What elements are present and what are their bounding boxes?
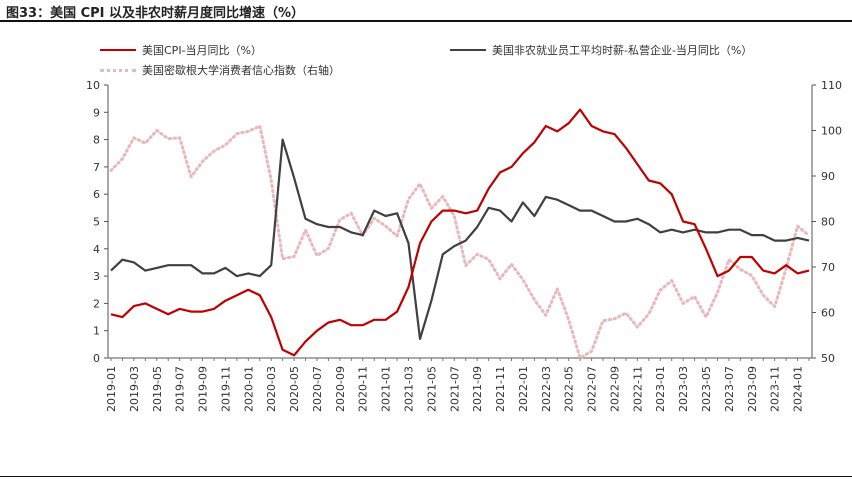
x-tick-label: 2021-01 (380, 366, 393, 412)
series-line-cpi (110, 108, 810, 357)
y-left-tick-label: 7 (93, 161, 100, 174)
x-tick-label: 2022-09 (608, 366, 621, 412)
x-tick-label: 2021-03 (403, 366, 416, 412)
x-tick-label: 2019-05 (151, 366, 164, 412)
tick-labels: 0 1 2 3 4 5 6 7 8 9 10 50 60 70 80 90 100 110 2019-01 2019-… (86, 79, 842, 412)
figure-title: 图33：美国 CPI 以及非农时薪月度同比增速（%） (6, 6, 305, 21)
y-right-tick-label: 50 (821, 352, 835, 365)
x-tick-label: 2019-07 (174, 366, 187, 412)
chart-axes (104, 84, 816, 361)
legend-swatch-cpi (100, 49, 136, 51)
x-tick-label: 2020-05 (288, 366, 301, 412)
x-tick-label: 2020-03 (265, 366, 278, 412)
x-tick-label: 2021-07 (448, 366, 461, 412)
x-tick-label: 2023-01 (654, 366, 667, 412)
x-tick-label: 2021-05 (425, 366, 438, 412)
x-tick-label: 2019-01 (105, 366, 118, 412)
y-left-tick-label: 2 (93, 297, 100, 310)
legend-item-cpi: 美国CPI-当月同比（%） (100, 42, 262, 58)
y-left-tick-label: 4 (93, 243, 100, 256)
x-tick-label: 2023-03 (677, 366, 690, 412)
x-tick-label: 2019-11 (219, 366, 232, 412)
legend-swatch-wages (450, 49, 486, 51)
legend-item-wages: 美国非农就业员工平均时薪-私营企业-当月同比（%） (450, 42, 752, 58)
y-left-tick-label: 10 (86, 79, 100, 92)
series-line-wages (110, 138, 810, 340)
x-tick-label: 2020-11 (357, 366, 370, 412)
y-right-tick-label: 70 (821, 261, 835, 274)
y-right-tick-label: 100 (821, 125, 842, 138)
y-right-tick-label: 110 (821, 79, 842, 92)
x-tick-label: 2023-09 (746, 366, 759, 412)
y-left-tick-label: 1 (93, 325, 100, 338)
y-left-tick-label: 9 (93, 106, 100, 119)
y-right-tick-label: 60 (821, 307, 835, 320)
legend-swatch-sentiment (100, 68, 136, 72)
x-tick-label: 2020-07 (311, 366, 324, 412)
bottom-rule (0, 476, 852, 477)
x-tick-label: 2022-07 (586, 366, 599, 412)
x-tick-label: 2023-07 (723, 366, 736, 412)
x-tick-label: 2019-09 (197, 366, 210, 412)
series-line-sentiment (109, 124, 811, 360)
y-right-tick-label: 90 (821, 170, 835, 183)
legend-label-cpi: 美国CPI-当月同比（%） (142, 44, 262, 57)
x-tick-label: 2023-11 (769, 366, 782, 412)
x-tick-label: 2022-05 (563, 366, 576, 412)
x-tick-label: 2024-01 (792, 366, 805, 412)
x-tick-label: 2020-09 (334, 366, 347, 412)
y-left-tick-label: 6 (93, 188, 100, 201)
x-tick-label: 2019-03 (128, 366, 141, 412)
y-left-tick-label: 0 (93, 352, 100, 365)
legend-label-sentiment: 美国密歇根大学消费者信心指数（右轴） (142, 64, 340, 77)
x-tick-label: 2022-11 (631, 366, 644, 412)
x-tick-label: 2023-05 (700, 366, 713, 412)
x-tick-label: 2022-03 (540, 366, 553, 412)
x-tick-label: 2021-09 (471, 366, 484, 412)
y-left-tick-label: 3 (93, 270, 100, 283)
series-layer (109, 108, 811, 360)
x-tick-label: 2022-01 (517, 366, 530, 412)
legend-label-wages: 美国非农就业员工平均时薪-私营企业-当月同比（%） (492, 44, 753, 57)
y-right-tick-label: 80 (821, 216, 835, 229)
y-left-tick-label: 5 (93, 216, 100, 229)
legend-item-sentiment: 美国密歇根大学消费者信心指数（右轴） (100, 62, 340, 78)
x-tick-label: 2020-01 (242, 366, 255, 412)
y-left-tick-label: 8 (93, 134, 100, 147)
top-rule (0, 20, 852, 22)
x-tick-label: 2021-11 (494, 366, 507, 412)
